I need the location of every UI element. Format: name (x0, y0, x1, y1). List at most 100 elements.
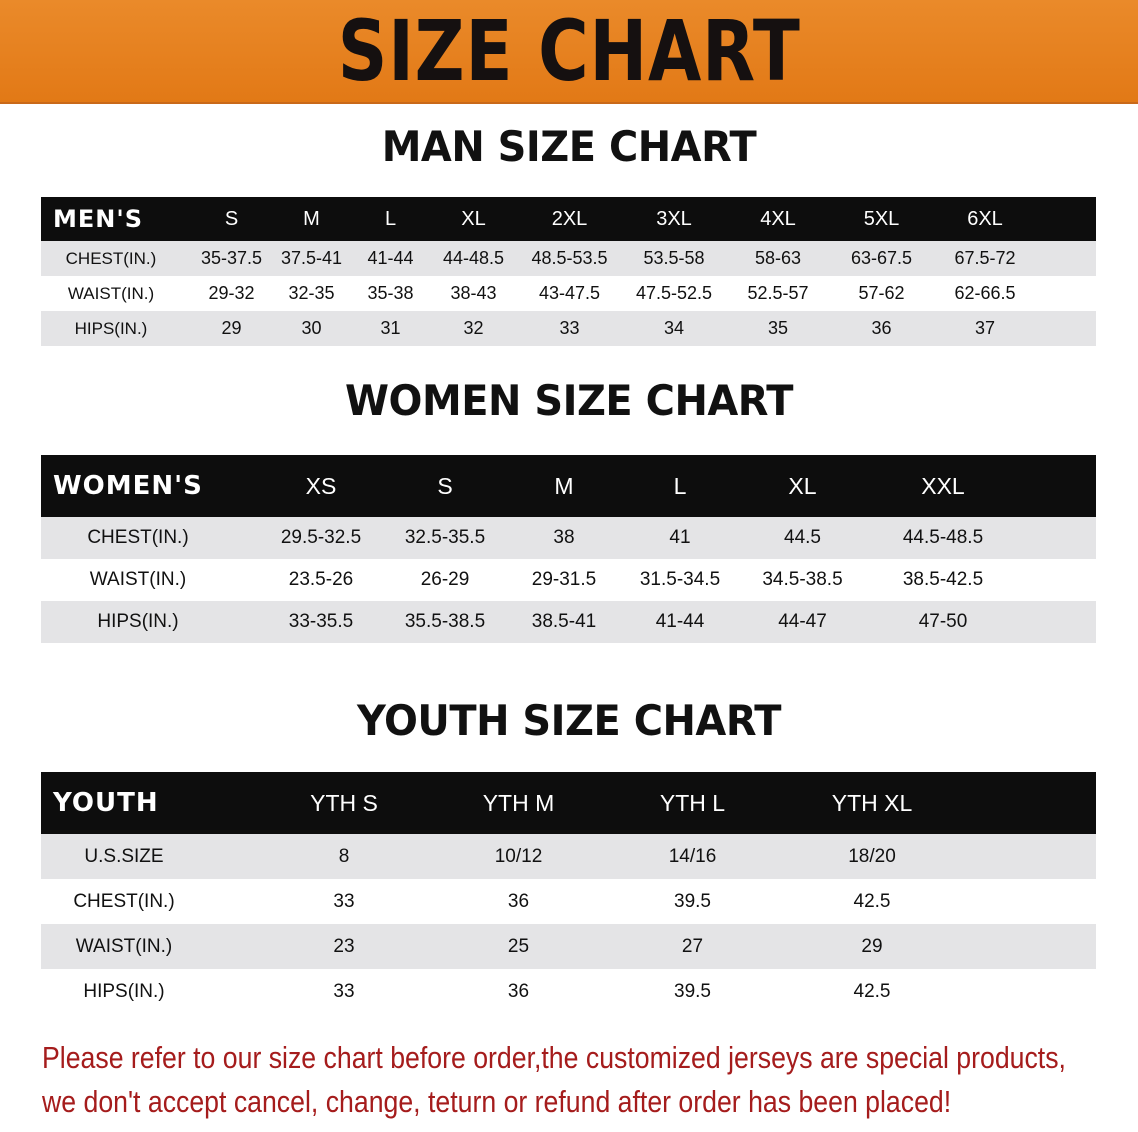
size-column-header: S (224, 207, 239, 230)
table-header-label: MEN'S (53, 205, 143, 233)
men-size-table: MEN'S S M L XL 2XL 3XL 4XL 5XL 6XL CHEST(IN.) 35-37… (41, 197, 1096, 346)
table-header-row: MEN'S S M L XL 2XL 3XL 4XL 5XL 6XL (41, 197, 1096, 241)
size-column-header: XL (461, 207, 486, 230)
size-column-header: YTH M (482, 789, 555, 816)
size-column-header: 4XL (760, 207, 796, 230)
table-cell: 53.5-58 (643, 248, 705, 268)
size-column-header: L (673, 472, 687, 499)
table-cell: 25 (507, 935, 530, 957)
table-cell: 31.5-34.5 (639, 569, 721, 590)
table-cell: 62-66.5 (954, 283, 1016, 303)
table-cell: 43-47.5 (538, 283, 601, 303)
table-cell: 33 (333, 890, 355, 912)
table-cell: 35.5-38.5 (404, 611, 486, 632)
table-cell: 33 (333, 980, 355, 1002)
table-cell: 8 (338, 845, 350, 867)
table-cell: 29-32 (208, 283, 255, 303)
banner: SIZE CHART (0, 0, 1138, 104)
table-cell: 14/16 (668, 845, 717, 867)
table-cell: 35 (767, 318, 789, 338)
size-column-header: XL (788, 472, 817, 499)
table-cell: 35-37.5 (200, 248, 263, 268)
row-label: HIPS(IN.) (97, 611, 179, 632)
table-cell: 27 (681, 935, 704, 957)
table-row: WAIST(IN.) 23.5-26 26-29 29-31.5 31.5-34.5 34… (41, 559, 1096, 601)
table-cell: 34 (663, 318, 685, 338)
row-label: HIPS(IN.) (74, 318, 148, 338)
table-cell: 38.5-41 (531, 611, 597, 632)
table-cell: 41 (669, 527, 691, 548)
table-cell: 23.5-26 (288, 569, 354, 590)
table-cell: 37.5-41 (280, 248, 343, 268)
table-cell: 31 (380, 318, 401, 338)
table-cell: 42.5 (853, 890, 891, 912)
table-cell: 42.5 (853, 980, 891, 1002)
size-column-header: 2XL (551, 207, 588, 230)
row-label: CHEST(IN.) (73, 890, 175, 912)
table-cell: 29 (221, 318, 242, 338)
youth-size-table: YOUTH YTH S YTH M YTH L YTH XL U.S.SIZE 8 10/12… (41, 772, 1096, 1014)
table-header-label: WOMEN'S (53, 471, 203, 501)
row-label: WAIST(IN.) (67, 283, 155, 303)
table-cell: 34.5-38.5 (762, 569, 843, 590)
table-cell: 38 (553, 527, 575, 548)
table-cell: 35-38 (367, 283, 414, 303)
table-cell: 58-63 (754, 248, 802, 268)
table-cell: 30 (301, 318, 322, 338)
row-label: U.S.SIZE (84, 845, 164, 867)
table-row: HIPS(IN.) 33-35.5 35.5-38.5 38.5-41 41-44 44-… (41, 601, 1096, 643)
table-cell: 44-47 (778, 611, 827, 632)
size-column-header: L (384, 207, 397, 230)
table-cell: 36 (507, 980, 530, 1002)
women-section-title: WOMEN SIZE CHART (345, 376, 793, 425)
table-cell: 32-35 (288, 283, 335, 303)
table-cell: 38.5-42.5 (902, 569, 984, 590)
row-label: WAIST(IN.) (75, 935, 173, 957)
table-row: CHEST(IN.) 35-37.5 37.5-41 41-44 44-48.5 48.5… (41, 241, 1096, 276)
notice-line-2: we don't accept cancel, change, teturn o… (42, 1084, 952, 1119)
row-label: WAIST(IN.) (89, 569, 187, 590)
table-cell: 36 (871, 318, 892, 338)
table-cell: 44-48.5 (442, 248, 505, 268)
women-size-table: WOMEN'S XS S M L XL XXL CHEST(IN.) 29.5-32.5 32.5… (41, 455, 1096, 643)
men-section-title: MAN SIZE CHART (381, 122, 757, 171)
table-cell: 63-67.5 (850, 248, 913, 268)
size-column-header: 6XL (967, 207, 1003, 230)
table-header-row: WOMEN'S XS S M L XL XXL (41, 455, 1096, 517)
size-column-header: XS (305, 472, 337, 499)
size-column-header: 5XL (863, 207, 900, 230)
table-cell: 67.5-72 (954, 248, 1016, 268)
table-cell: 57-62 (858, 283, 905, 303)
page-title: SIZE CHART (337, 2, 801, 100)
table-cell: 47-50 (918, 611, 968, 632)
table-row: HIPS(IN.) 33 36 39.5 42.5 (41, 969, 1096, 1014)
table-cell: 47.5-52.5 (635, 283, 713, 303)
table-row: WAIST(IN.) 23 25 27 29 (41, 924, 1096, 969)
table-row: HIPS(IN.) 29 30 31 32 33 34 35 36 37 (41, 311, 1096, 346)
table-header-row: YOUTH YTH S YTH M YTH L YTH XL (41, 772, 1096, 834)
table-cell: 33 (559, 318, 580, 338)
notice: Please refer to our size chart before or… (42, 1036, 1066, 1124)
notice-line-1: Please refer to our size chart before or… (42, 1040, 1066, 1075)
table-row: WAIST(IN.) 29-32 32-35 35-38 38-43 43-47.5 47.… (41, 276, 1096, 311)
size-column-header: S (437, 472, 453, 499)
size-column-header: 3XL (656, 207, 692, 230)
table-row: CHEST(IN.) 33 36 39.5 42.5 (41, 879, 1096, 924)
table-cell: 23 (333, 935, 355, 957)
table-header-label: YOUTH (53, 788, 159, 818)
table-cell: 37 (974, 318, 996, 338)
size-column-header: YTH S (310, 789, 378, 816)
table-cell: 52.5-57 (747, 283, 809, 303)
table-row: CHEST(IN.) 29.5-32.5 32.5-35.5 38 41 44.5 44.5… (41, 517, 1096, 559)
table-cell: 39.5 (674, 890, 711, 912)
table-cell: 44.5-48.5 (902, 527, 984, 548)
table-cell: 33-35.5 (288, 611, 354, 632)
size-column-header: M (303, 207, 320, 230)
size-column-header: YTH L (659, 789, 726, 816)
table-cell: 29 (861, 935, 883, 957)
youth-section-title: YOUTH SIZE CHART (356, 696, 782, 745)
table-cell: 18/20 (848, 845, 896, 867)
row-label: CHEST(IN.) (87, 527, 189, 548)
table-cell: 32.5-35.5 (404, 527, 486, 548)
table-cell: 41-44 (367, 248, 414, 268)
